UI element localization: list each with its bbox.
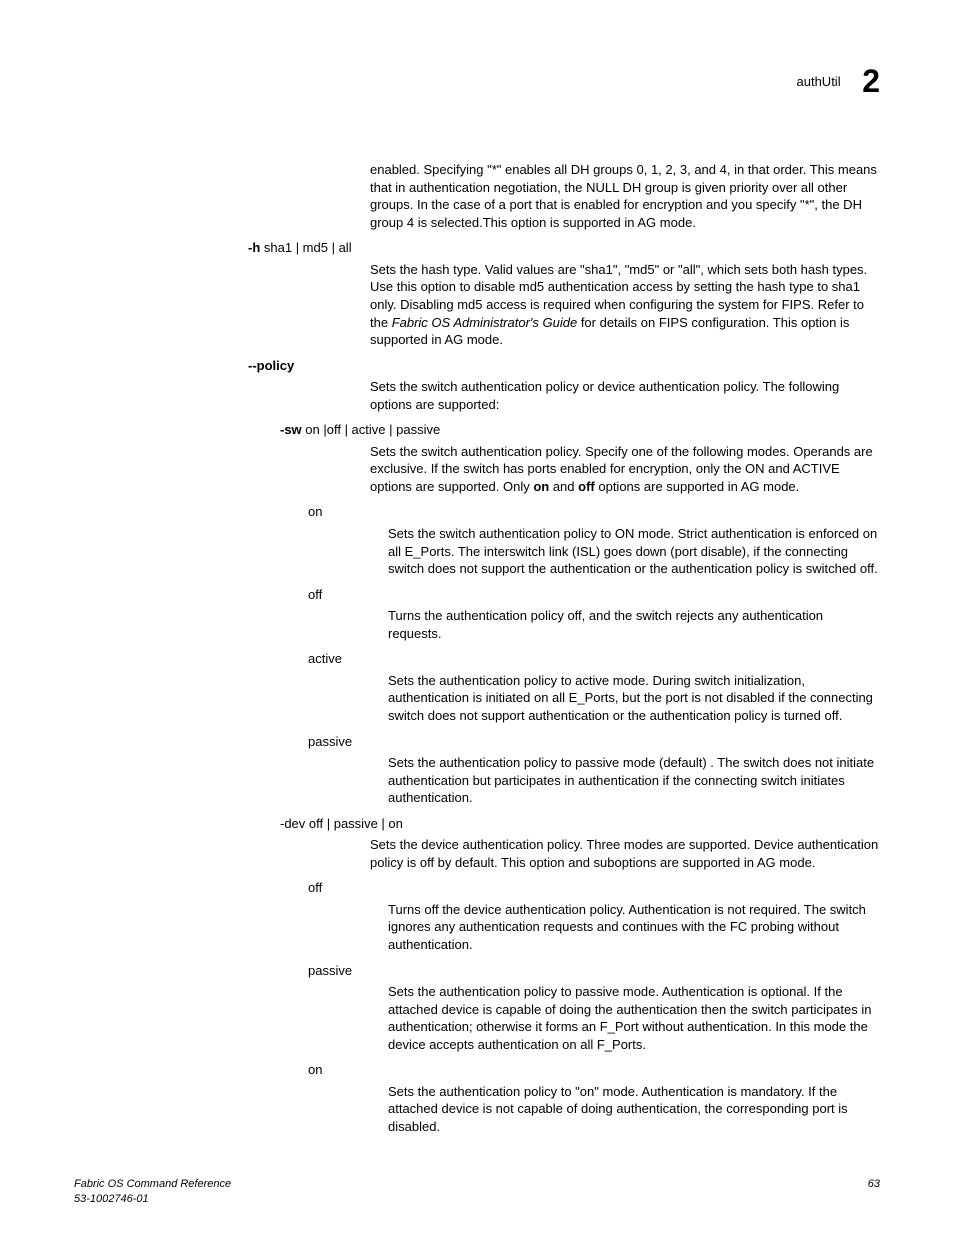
policy-desc-row: Sets the switch authentication policy or… [74,378,880,413]
sw-desc-row: Sets the switch authentication policy. S… [74,443,880,496]
header-title: authUtil [797,73,841,91]
sw-mode-label-row: off [74,586,880,604]
policy-label: --policy [248,357,880,375]
h-option-desc-row: Sets the hash type. Valid values are "sh… [74,261,880,349]
sw-mode-desc-row: Sets the switch authentication policy to… [74,525,880,578]
dev-mode-label-row: passive [74,962,880,980]
dev-mode-desc-row: Sets the authentication policy to passiv… [74,983,880,1053]
dev-desc: Sets the device authentication policy. T… [370,836,880,871]
dev-label: -dev off | passive | on [280,815,880,833]
dev-mode-desc: Sets the authentication policy to "on" m… [388,1083,880,1136]
sw-mode-label-row: on [74,503,880,521]
sw-mode-label: on [308,503,880,521]
sw-mode-desc: Turns the authentication policy off, and… [388,607,880,642]
sw-desc: Sets the switch authentication policy. S… [370,443,880,496]
sw-mode-desc-row: Sets the authentication policy to passiv… [74,754,880,807]
sw-mode-label: passive [308,733,880,751]
intro-text: enabled. Specifying "*" enables all DH g… [370,161,880,231]
dev-mode-desc: Turns off the device authentication poli… [388,901,880,954]
sw-mode-label-row: active [74,650,880,668]
policy-label-row: --policy [74,357,880,375]
sw-mode-desc-row: Sets the authentication policy to active… [74,672,880,725]
policy-desc: Sets the switch authentication policy or… [370,378,880,413]
sw-mode-desc: Sets the switch authentication policy to… [388,525,880,578]
intro-row: enabled. Specifying "*" enables all DH g… [74,161,880,231]
dev-mode-label-row: off [74,879,880,897]
sw-mode-desc: Sets the authentication policy to active… [388,672,880,725]
sw-mode-label: off [308,586,880,604]
sw-label: -sw on |off | active | passive [280,421,880,439]
sw-label-row: -sw on |off | active | passive [74,421,880,439]
sw-mode-desc: Sets the authentication policy to passiv… [388,754,880,807]
h-option-desc: Sets the hash type. Valid values are "sh… [370,261,880,349]
dev-desc-row: Sets the device authentication policy. T… [74,836,880,871]
dev-mode-desc-row: Sets the authentication policy to "on" m… [74,1083,880,1136]
sw-mode-label-row: passive [74,733,880,751]
page-header: authUtil 2 [74,60,880,103]
header-chapter-number: 2 [862,60,880,103]
h-option-label-row: -h sha1 | md5 | all [74,239,880,257]
dev-mode-label-row: on [74,1061,880,1079]
dev-label-row: -dev off | passive | on [74,815,880,833]
dev-mode-label: on [308,1061,880,1079]
dev-mode-desc-row: Turns off the device authentication poli… [74,901,880,954]
page-footer: Fabric OS Command Reference 53-1002746-0… [74,1177,880,1207]
footer-left: Fabric OS Command Reference 53-1002746-0… [74,1177,231,1207]
dev-mode-label: off [308,879,880,897]
h-option-label: -h sha1 | md5 | all [248,239,880,257]
footer-page-number: 63 [868,1177,880,1207]
dev-mode-label: passive [308,962,880,980]
dev-mode-desc: Sets the authentication policy to passiv… [388,983,880,1053]
sw-mode-label: active [308,650,880,668]
sw-mode-desc-row: Turns the authentication policy off, and… [74,607,880,642]
